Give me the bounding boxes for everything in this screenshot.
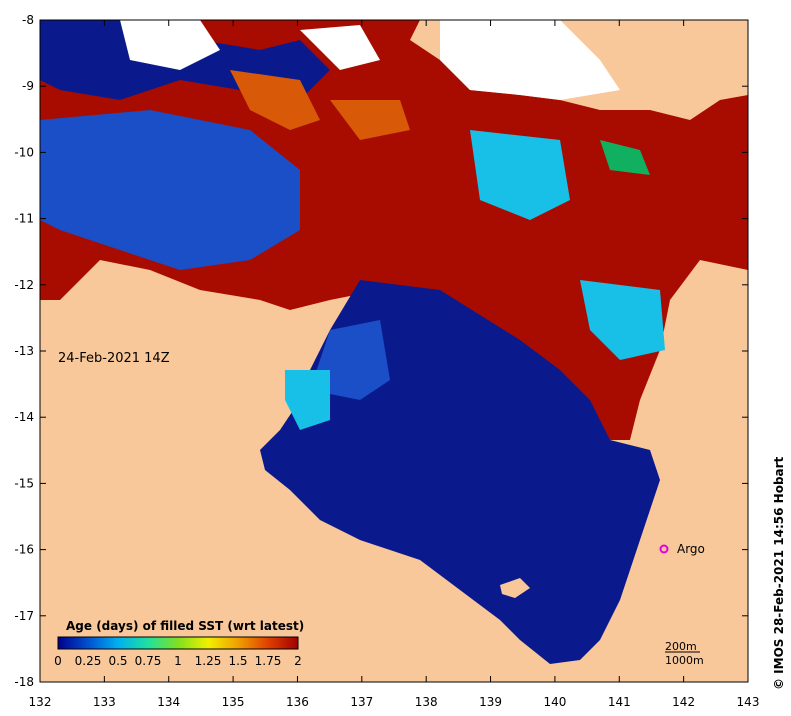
ocean-orange-patch: [230, 70, 320, 130]
ocean-orange-patch2: [330, 100, 410, 140]
legend-tick-label: 1.75: [255, 654, 282, 668]
lat-tick-label: -9: [22, 79, 34, 93]
legend-tick-label: 0: [54, 654, 62, 668]
lon-tick-label: 135: [222, 695, 245, 709]
ocean-white-nodata2: [120, 20, 220, 70]
lat-tick-label: -14: [14, 410, 34, 424]
lat-tick-label: -17: [14, 609, 34, 623]
ocean-cyan-patch2: [580, 280, 665, 360]
legend-title: Age (days) of filled SST (wrt latest): [66, 619, 305, 633]
legend-tick-label: 1.5: [228, 654, 247, 668]
legend-colorbar: 0 0.25 0.5 0.75 1 1.25 1.5 1.75 2: [54, 636, 302, 668]
legend-tick-label: 1.25: [195, 654, 222, 668]
lon-tick-label: 141: [608, 695, 631, 709]
lon-tick-label: 137: [350, 695, 373, 709]
gulf-west-cyan: [285, 370, 330, 430]
lat-tick-label: -12: [14, 278, 34, 292]
legend-gradient: [57, 636, 299, 650]
ocean-white-nodata: [440, 20, 620, 100]
legend-tick-label: 2: [294, 654, 302, 668]
ocean-green-patch: [600, 140, 650, 175]
lat-tick-label: -10: [14, 145, 34, 159]
lat-tick-label: -16: [14, 543, 34, 557]
ocean-blue-west: [40, 110, 300, 270]
lon-tick-label: 132: [29, 695, 52, 709]
lon-tick-label: 133: [93, 695, 116, 709]
credit-text: © IMOS 28-Feb-2021 14:56 Hobart: [772, 456, 786, 690]
lat-tick-label: -8: [22, 13, 34, 27]
lon-tick-label: 134: [157, 695, 180, 709]
lon-tick-label: 140: [543, 695, 566, 709]
legend-tick-label: 1: [174, 654, 182, 668]
legend-tick-label: 0.5: [108, 654, 127, 668]
map-axes: 132 133 134 135 136 137 138 139 140 141 142 143 -8 -9…: [14, 13, 759, 709]
scale-label-1000m: 1000m: [665, 654, 704, 667]
lat-tick-label: -11: [14, 212, 34, 226]
scale-label-200m: 200m: [665, 640, 697, 653]
ocean-cyan-patch: [470, 130, 570, 220]
lon-tick-label: 136: [286, 695, 309, 709]
lon-tick-label: 143: [737, 695, 760, 709]
argo-label: Argo: [677, 542, 705, 556]
date-label: 24-Feb-2021 14Z: [58, 351, 170, 366]
lon-tick-label: 139: [479, 695, 502, 709]
legend-tick-label: 0.25: [75, 654, 102, 668]
lat-tick-label: -18: [14, 675, 34, 689]
lon-tick-label: 138: [415, 695, 438, 709]
lon-tick-label: 142: [672, 695, 695, 709]
island-mornington: [500, 578, 530, 598]
ocean-white-nodata3: [300, 25, 380, 70]
legend-tick-label: 0.75: [135, 654, 162, 668]
lat-tick-label: -13: [14, 344, 34, 358]
argo-marker[interactable]: [659, 544, 669, 554]
lat-tick-label: -15: [14, 476, 34, 490]
